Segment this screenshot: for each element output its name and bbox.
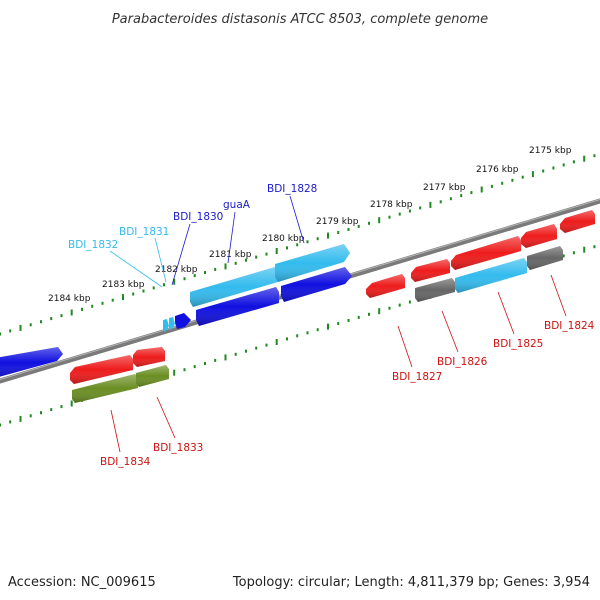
gene-label-bdi-1833[interactable]: BDI_1833 <box>153 442 203 454</box>
kbp-label: 2176 kbp <box>476 165 519 175</box>
kbp-label: 2180 kbp <box>262 234 305 244</box>
gene-label-guaA[interactable]: guaA <box>223 199 251 211</box>
plus-strand-genes <box>0 244 352 377</box>
gene-label-bdi-1830[interactable]: BDI_1830 <box>173 211 223 223</box>
gene-label-bdi-1825[interactable]: BDI_1825 <box>493 338 543 350</box>
outer-tick-track <box>0 154 596 336</box>
kbp-label: 2184 kbp <box>48 294 91 304</box>
gene-label-bdi-1827[interactable]: BDI_1827 <box>392 371 442 383</box>
gene-label-bdi-1831[interactable]: BDI_1831 <box>119 226 169 238</box>
kbp-label: 2178 kbp <box>370 200 413 210</box>
gene-feature-bdi-1832[interactable] <box>163 319 169 332</box>
genome-summary-text: Topology: circular; Length: 4,811,379 bp… <box>232 575 590 590</box>
gene-label-bdi-1834[interactable]: BDI_1834 <box>100 456 151 468</box>
leader-lines <box>109 195 567 453</box>
kbp-label: 2183 kbp <box>102 280 145 290</box>
kbp-label: 2179 kbp <box>316 217 359 227</box>
gene-label-bdi-1832[interactable]: BDI_1832 <box>68 239 118 251</box>
accession-text: Accession: NC_009615 <box>8 575 156 590</box>
gene-feature-bdi-1831[interactable] <box>169 317 175 330</box>
gene-feature-bdi-1830[interactable] <box>175 313 191 329</box>
kbp-label: 2177 kbp <box>423 183 466 193</box>
gene-label-bdi-1828[interactable]: BDI_1828 <box>267 183 317 195</box>
gene-label-bdi-1824[interactable]: BDI_1824 <box>544 320 595 332</box>
map-title: Parabacteroides distasonis ATCC 8503, co… <box>112 12 488 27</box>
kbp-label: 2181 kbp <box>209 250 252 260</box>
gene-label-bdi-1826[interactable]: BDI_1826 <box>437 356 488 368</box>
minus-strand-genes <box>70 210 595 403</box>
kbp-label: 2175 kbp <box>529 146 572 156</box>
gene-labels: BDI_1832 BDI_1831 BDI_1830 guaA BDI_1828… <box>68 183 595 468</box>
